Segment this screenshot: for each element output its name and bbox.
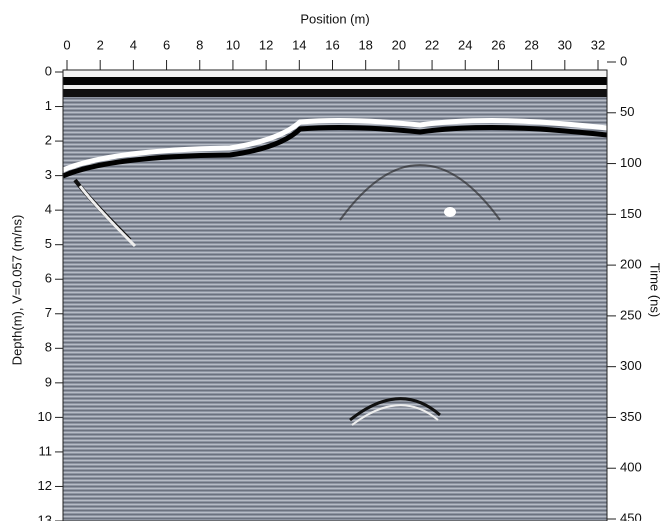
y-tick-label: 1 — [45, 98, 52, 113]
x-tick-label: 16 — [325, 37, 339, 52]
y-tick-label: 2 — [45, 133, 52, 148]
y-tick-label: 10 — [38, 409, 52, 424]
y-tick-label: 13 — [38, 512, 52, 521]
x-axis-label: Position (m) — [300, 11, 369, 26]
y-tick-label: 9 — [45, 374, 52, 389]
x-tick-label: 6 — [163, 37, 170, 52]
x-tick-label: 0 — [63, 37, 70, 52]
y-tick-label: 5 — [45, 236, 52, 251]
y-tick-label: 12 — [38, 478, 52, 493]
y2-tick-label: 300 — [620, 358, 642, 373]
y-tick-label: 7 — [45, 305, 52, 320]
y2-tick-label: 350 — [620, 409, 642, 424]
y2-tick-label: 200 — [620, 257, 642, 272]
y2-tick-label: 0 — [620, 53, 627, 68]
x-tick-label: 12 — [259, 37, 273, 52]
plot-frame — [62, 69, 608, 521]
y2-tick-label: 400 — [620, 460, 642, 475]
y-tick-label: 6 — [45, 271, 52, 286]
y-tick-label: 4 — [45, 202, 52, 217]
y2-tick-label: 250 — [620, 307, 642, 322]
y2-tick-label: 450 — [620, 510, 642, 521]
x-tick-label: 22 — [425, 37, 439, 52]
x-tick-label: 2 — [97, 37, 104, 52]
y-tick-label: 3 — [45, 167, 52, 182]
y-tick-label: 0 — [45, 63, 52, 78]
x-tick-label: 10 — [226, 37, 240, 52]
y-axis-label: Depth(m), V=0.057 (m/ns) — [9, 215, 24, 366]
x-tick-label: 18 — [358, 37, 372, 52]
x-tick-label: 26 — [491, 37, 505, 52]
y2-tick-label: 150 — [620, 206, 642, 221]
x-tick-label: 32 — [591, 37, 605, 52]
x-tick-label: 20 — [392, 37, 406, 52]
x-tick-label: 28 — [524, 37, 538, 52]
y2-tick-label: 100 — [620, 155, 642, 170]
x-tick-label: 14 — [292, 37, 306, 52]
y2-tick-label: 50 — [620, 104, 634, 119]
radargram-image — [62, 70, 608, 521]
y2-axis-label: Time (ns) — [648, 263, 663, 317]
x-tick-label: 4 — [130, 37, 137, 52]
x-tick-label: 24 — [458, 37, 472, 52]
y-tick-label: 8 — [45, 340, 52, 355]
y-tick-label: 11 — [39, 443, 53, 458]
x-tick-label: 30 — [558, 37, 572, 52]
x-tick-label: 8 — [196, 37, 203, 52]
